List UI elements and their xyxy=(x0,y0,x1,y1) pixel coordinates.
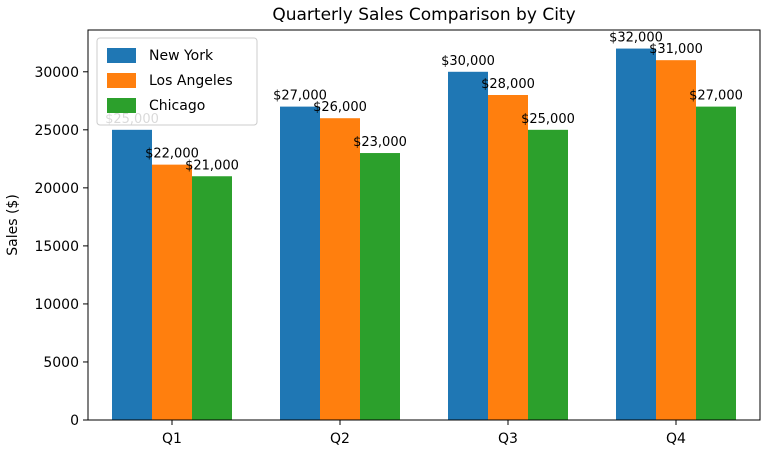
bar xyxy=(448,71,488,420)
bar xyxy=(152,164,192,420)
y-tick-label: 15000 xyxy=(34,239,79,255)
bar-value-label: $26,000 xyxy=(313,100,367,115)
bar-value-label: $22,000 xyxy=(145,147,199,162)
bar xyxy=(360,153,400,421)
x-tick-label: Q3 xyxy=(498,431,518,447)
x-tick-label: Q4 xyxy=(666,431,686,447)
plot-frame xyxy=(87,29,761,421)
bar-value-label: $21,000 xyxy=(185,158,239,173)
y-tick-label: 0 xyxy=(70,413,79,429)
bar xyxy=(280,106,320,421)
bar-value-label: $28,000 xyxy=(481,77,535,92)
legend-label: New York xyxy=(149,48,214,64)
bar-value-label: $32,000 xyxy=(609,31,663,46)
bar xyxy=(112,129,152,420)
y-tick-label: 30000 xyxy=(34,65,79,81)
legend-swatch xyxy=(107,98,136,113)
legend-label: Los Angeles xyxy=(149,73,233,89)
chart-title: Quarterly Sales Comparison by City xyxy=(272,5,575,25)
labels-layer: $25,000$22,000$21,000$27,000$26,000$23,0… xyxy=(105,31,743,174)
bar-value-label: $25,000 xyxy=(521,112,575,127)
y-axis-label: Sales ($) xyxy=(5,194,21,256)
bar xyxy=(488,95,528,420)
bar-value-label: $23,000 xyxy=(353,135,407,150)
legend-swatch xyxy=(107,73,136,88)
bar-value-label: $31,000 xyxy=(649,42,703,57)
bars-layer xyxy=(112,48,736,421)
x-tick-label: Q2 xyxy=(330,431,350,447)
bar xyxy=(320,118,360,421)
y-tick-label: 5000 xyxy=(43,355,79,371)
legend-swatch xyxy=(107,48,136,63)
y-tick-label: 25000 xyxy=(34,123,79,139)
legend-label: Chicago xyxy=(149,98,205,114)
bar xyxy=(616,48,656,420)
bar xyxy=(656,60,696,421)
axes-layer: Q1 Q2 Q3 Q4 0 5000 10000 15000 20000 25000 30000 xyxy=(34,29,761,447)
y-tick-label: 20000 xyxy=(34,181,79,197)
bar xyxy=(192,176,232,420)
legend-box xyxy=(96,37,258,126)
y-tick-label: 10000 xyxy=(34,297,79,313)
bar-value-label: $27,000 xyxy=(689,89,743,104)
x-tick-label: Q1 xyxy=(162,431,182,447)
legend: New York Los Angeles Chicago xyxy=(96,37,258,126)
bar-value-label: $30,000 xyxy=(441,54,495,69)
bar xyxy=(528,129,568,420)
bar-value-label: $27,000 xyxy=(273,89,327,104)
bar xyxy=(696,106,736,421)
